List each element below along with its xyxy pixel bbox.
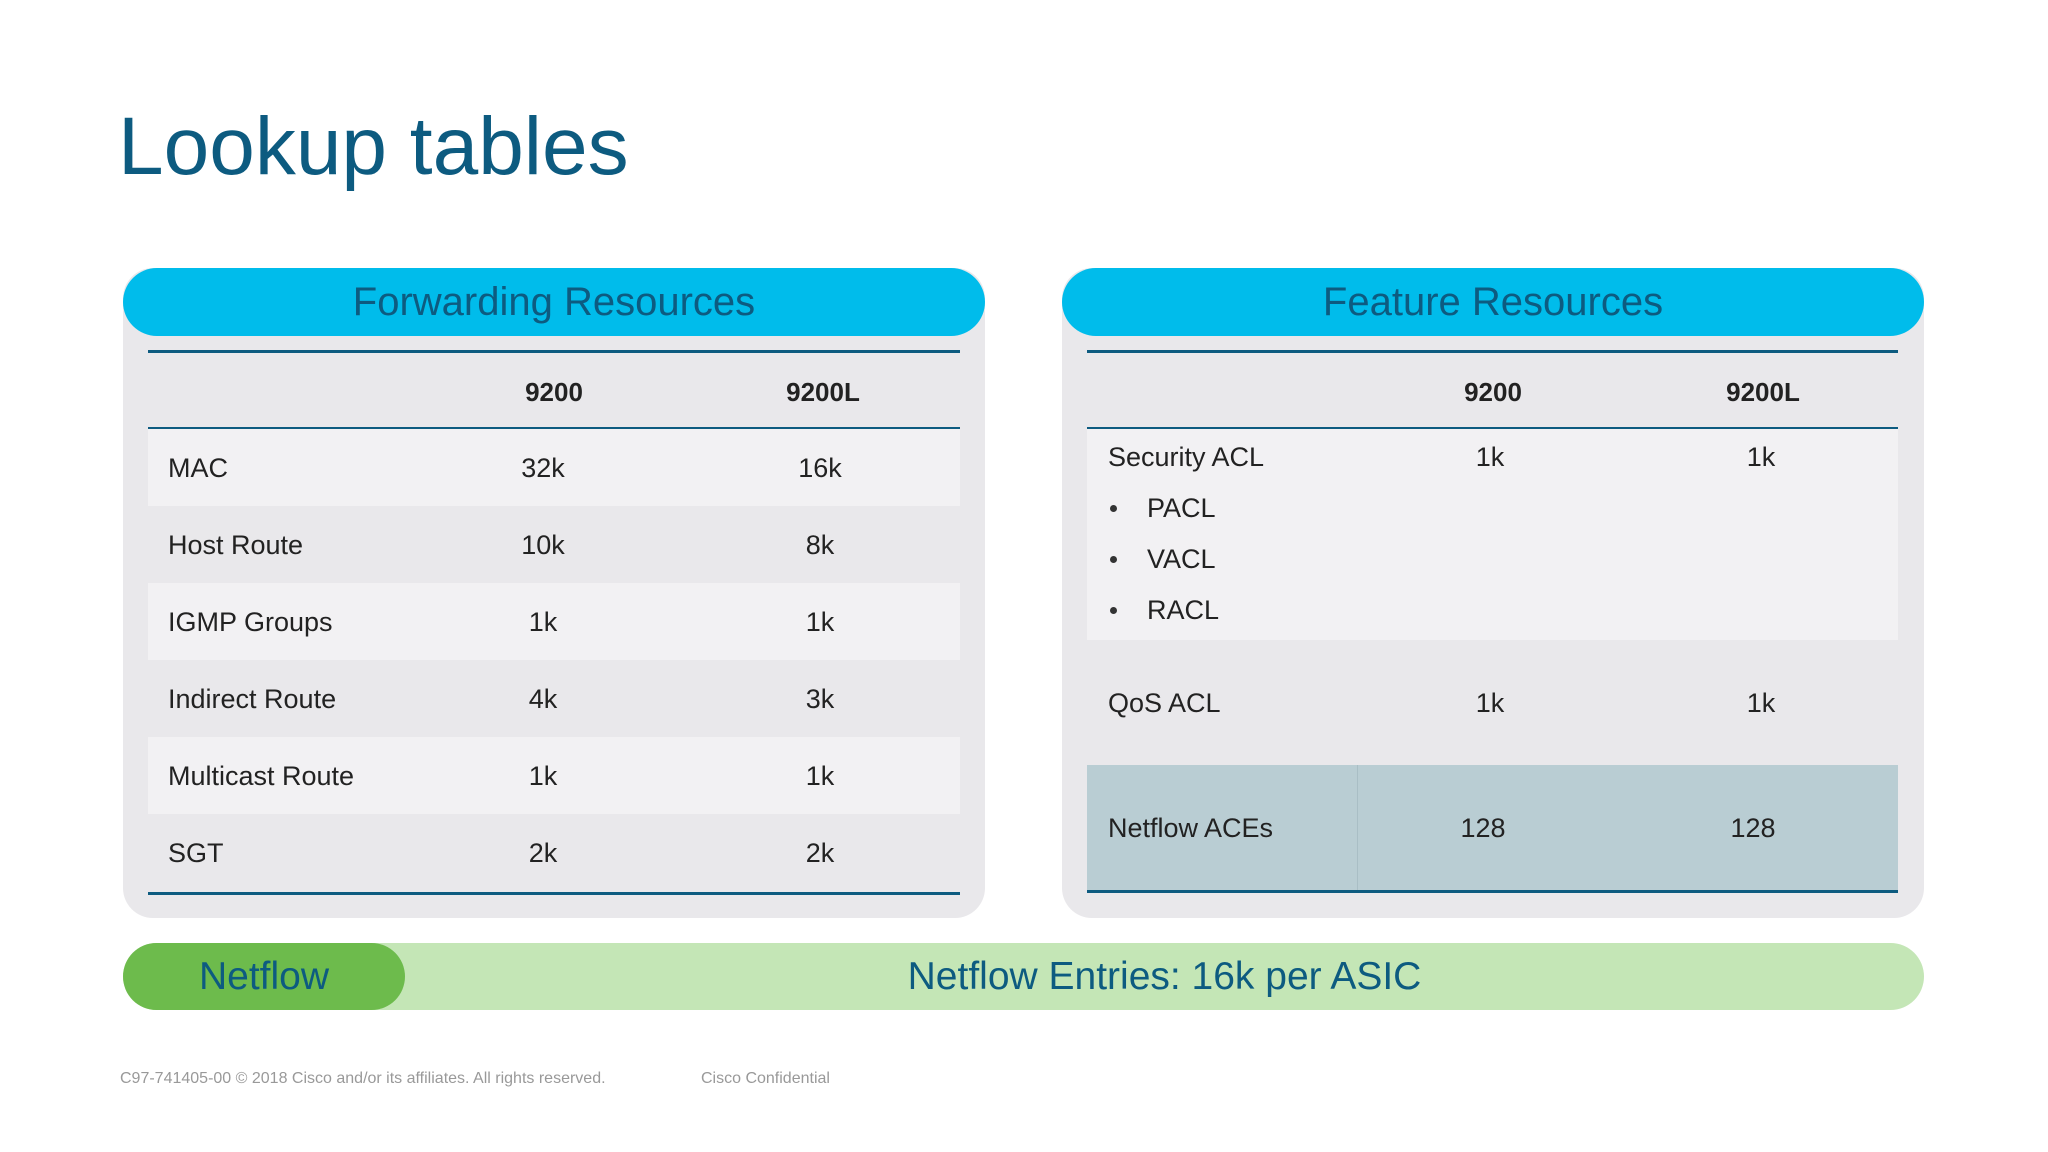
netflow-label: Netflow	[123, 943, 405, 1010]
cell-value: 32k	[521, 453, 565, 483]
cell-value: 128	[1730, 812, 1776, 843]
bullet-text: VACL	[1147, 544, 1216, 574]
bullet-text: RACL	[1147, 595, 1220, 625]
column-header: 9200L	[786, 377, 860, 407]
slide-title: Lookup tables	[118, 101, 629, 192]
row-label: Netflow ACEs	[1108, 812, 1274, 843]
row-label: IGMP Groups	[168, 607, 333, 637]
cell-value: 4k	[528, 684, 558, 714]
bullet	[1110, 556, 1117, 563]
row-label: Host Route	[168, 530, 304, 560]
row-label: Indirect Route	[168, 684, 337, 714]
rule	[1087, 890, 1898, 893]
column-header: 9200	[1464, 377, 1522, 407]
panel-title: Forwarding Resources	[123, 268, 985, 336]
cell-value: 10k	[521, 530, 565, 560]
row-band	[148, 351, 960, 428]
footer-text: C97-741405-00 © 2018 Cisco and/or its af…	[120, 1070, 606, 1087]
divider	[1357, 765, 1358, 890]
row-band	[148, 814, 960, 891]
cell-value: 1k	[528, 761, 558, 791]
netflow-bar	[123, 943, 1924, 1010]
column-header: 9200L	[1726, 377, 1800, 407]
row-band	[148, 506, 960, 583]
cell-value: 2k	[805, 838, 835, 868]
cell-value: 1k	[1475, 442, 1505, 472]
cell-value: 1k	[528, 607, 558, 637]
cell-value: 1k	[1475, 687, 1505, 718]
footer-confidential: Cisco Confidential	[701, 1070, 830, 1087]
rule	[148, 427, 960, 430]
row-label: Security ACL	[1108, 442, 1265, 472]
netflow-text: Netflow Entries: 16k per ASIC	[907, 955, 1422, 998]
row-band	[1087, 640, 1898, 765]
cell-value: 2k	[528, 838, 558, 868]
rule	[1087, 427, 1898, 430]
rule	[1087, 350, 1898, 353]
panel-title: Feature Resources	[1062, 268, 1924, 336]
cell-value: 1k	[805, 607, 835, 637]
row-label: SGT	[168, 838, 224, 868]
cell-value: 1k	[1746, 442, 1776, 472]
cell-value: 128	[1460, 812, 1506, 843]
cell-value: 16k	[798, 453, 842, 483]
row-label: MAC	[168, 453, 228, 483]
row-band	[1087, 429, 1898, 640]
bullet	[1110, 607, 1117, 614]
cell-value: 1k	[805, 761, 835, 791]
cell-value: 3k	[805, 684, 835, 714]
row-label: Multicast Route	[168, 761, 355, 791]
row-band	[148, 429, 960, 506]
cell-value: 8k	[805, 530, 835, 560]
rule	[148, 350, 960, 353]
column-header: 9200	[525, 377, 583, 407]
cell-value: 1k	[1746, 687, 1776, 718]
row-band	[148, 660, 960, 737]
row-band	[1087, 765, 1898, 890]
row-band	[148, 583, 960, 660]
bullet	[1110, 505, 1117, 512]
row-band	[148, 737, 960, 814]
bullet-text: PACL	[1147, 493, 1216, 523]
rule	[148, 892, 960, 895]
row-label: QoS ACL	[1108, 687, 1221, 718]
